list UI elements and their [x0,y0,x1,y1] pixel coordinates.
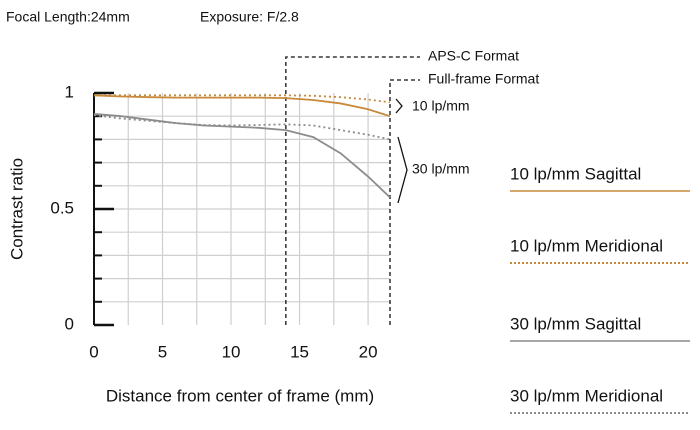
x-axis-label: Distance from center of frame (mm) [106,386,374,405]
x-tick-label: 10 [222,342,241,361]
focal-length: Focal Length:24mm [6,9,130,25]
x-tick-label: 20 [359,342,378,361]
series-line [93,94,391,118]
exposure: Exposure: F/2.8 [200,9,299,25]
bracket [397,136,408,204]
legend-label: 10 lp/mm Sagittal [510,164,641,183]
format-line [389,79,420,325]
group-label: 10 lp/mm [412,98,470,114]
format-label: Full-frame Format [428,71,539,87]
group-label: 30 lp/mm [412,161,470,177]
legend-label: 10 lp/mm Meridional [510,236,663,255]
bracket [395,98,403,114]
y-tick-label: 0.5 [50,198,74,217]
series-line [93,114,391,141]
legend-label: 30 lp/mm Sagittal [510,314,641,333]
y-axis-label: Contrast ratio [7,158,26,260]
series-line [93,112,391,199]
x-tick-label: 0 [89,342,98,361]
x-tick-label: 5 [158,342,167,361]
y-tick-label: 1 [65,82,74,101]
format-label: APS-C Format [428,48,519,64]
y-tick-label: 0 [65,314,74,333]
format-line [285,56,420,325]
legend-label: 30 lp/mm Meridional [510,386,663,405]
series-line [94,94,391,104]
x-tick-label: 15 [290,342,309,361]
